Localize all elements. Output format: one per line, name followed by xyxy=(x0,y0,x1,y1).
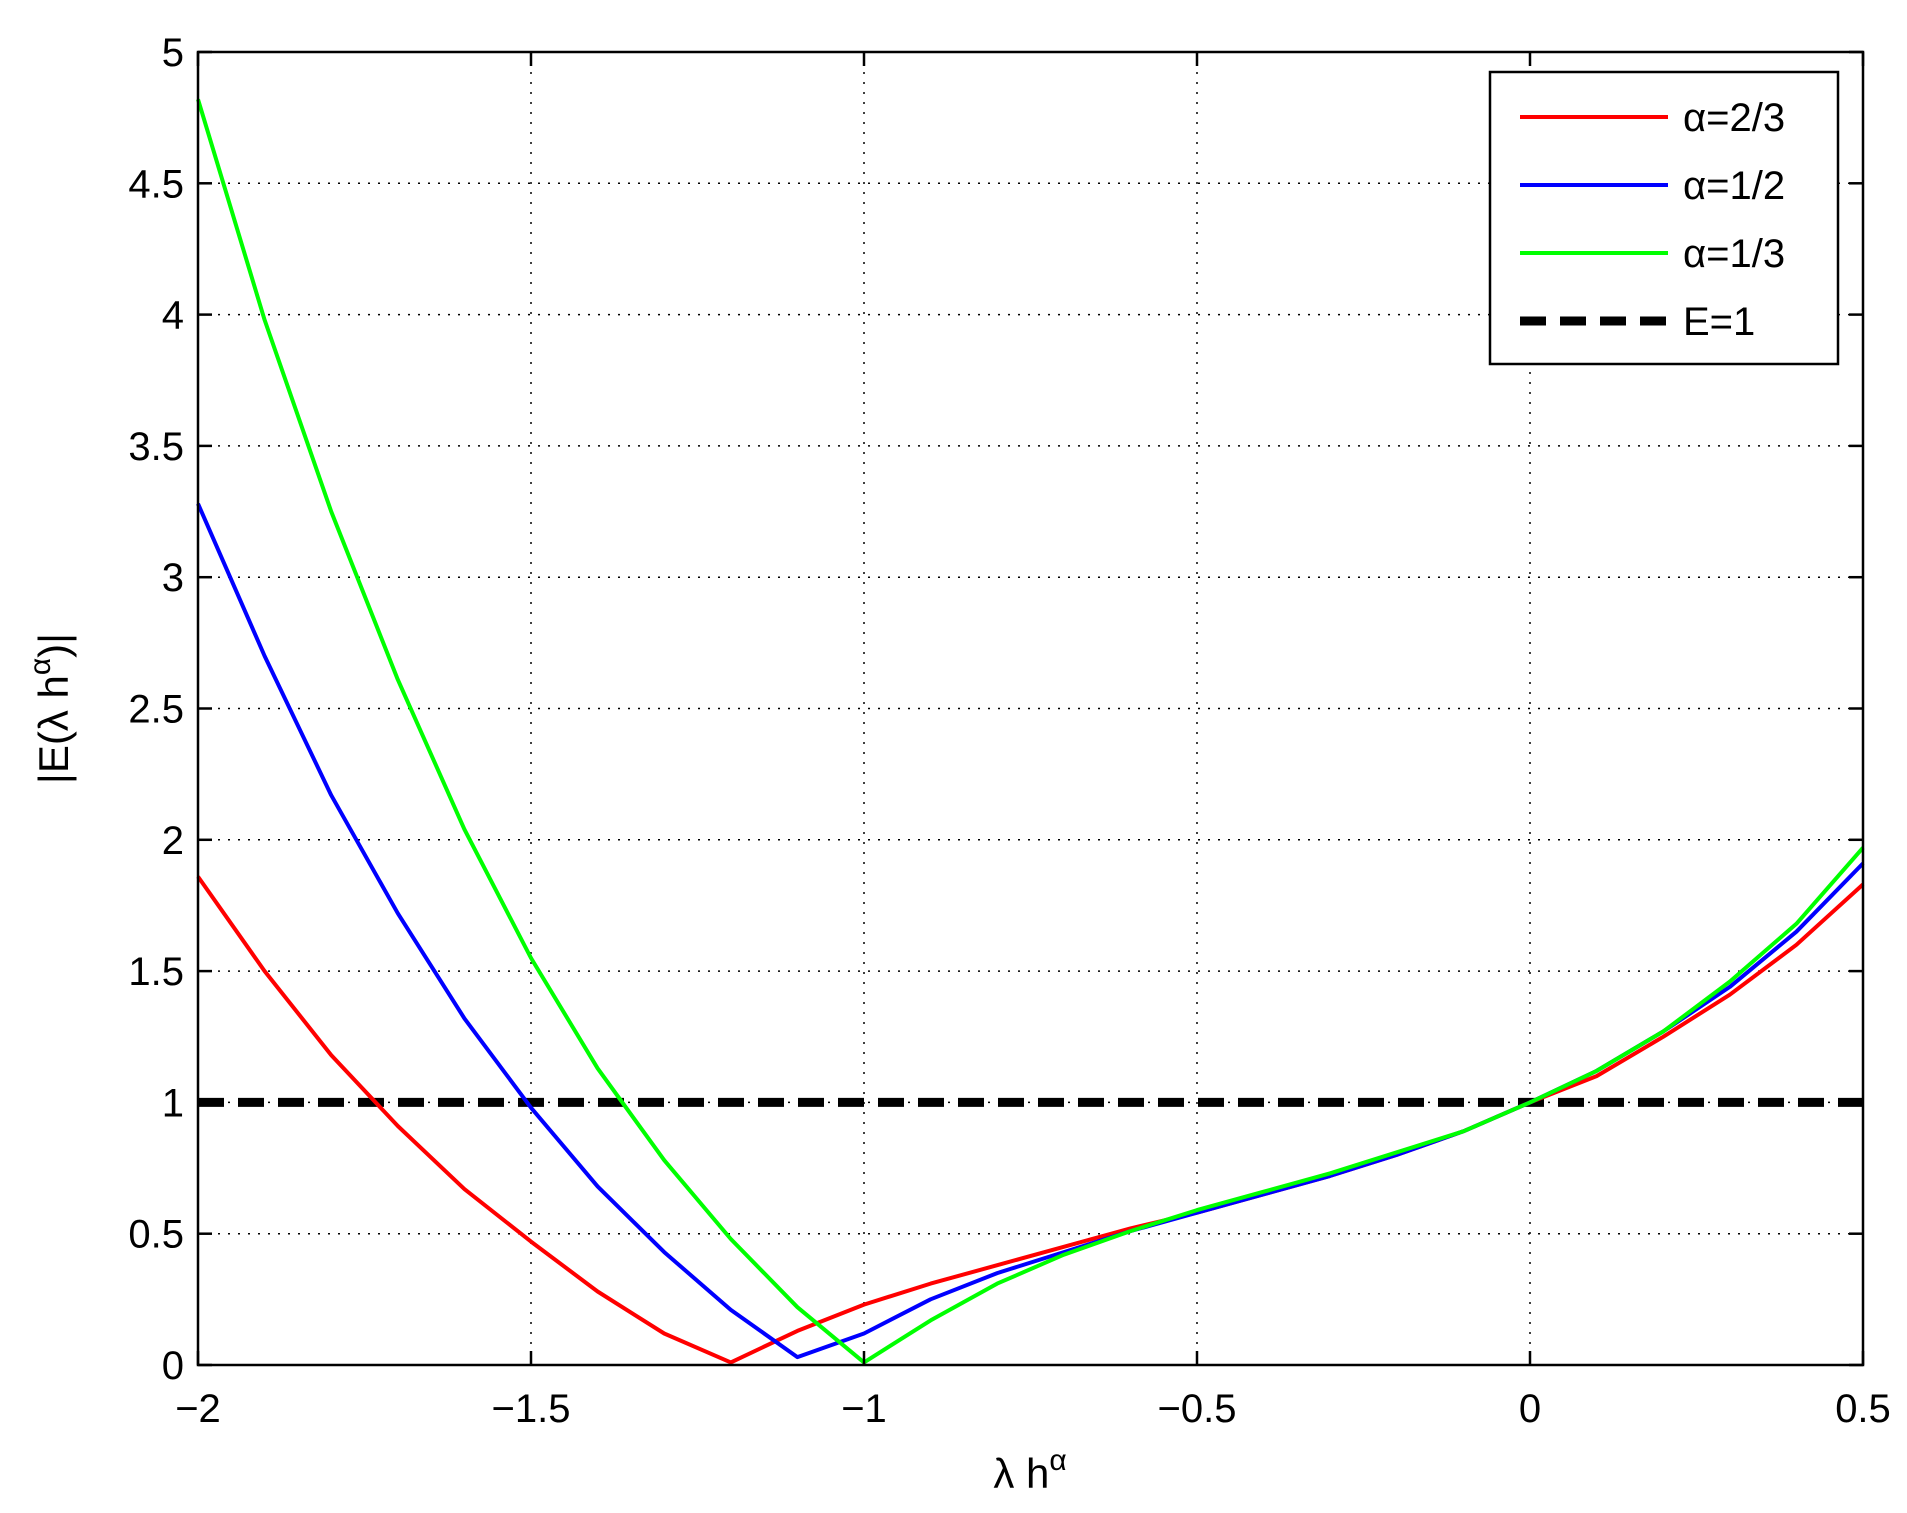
y-tick-label: 4.5 xyxy=(128,162,184,206)
series-line-1 xyxy=(196,502,1865,1360)
x-axis-label-sup: α xyxy=(1049,1444,1066,1477)
ticks xyxy=(196,50,1865,1367)
y-tick-label: 1 xyxy=(162,1081,184,1125)
x-axis-label-main: λ h xyxy=(993,1450,1049,1497)
x-tick-label: −0.5 xyxy=(1158,1387,1237,1431)
y-tick-label: 0 xyxy=(162,1344,184,1388)
y-axis-label-pre: |E(λ h xyxy=(30,675,77,784)
x-tick-label: 0 xyxy=(1519,1387,1541,1431)
y-tick-label: 3.5 xyxy=(128,425,184,469)
y-axis-label: |E(λ hα)| xyxy=(24,633,77,784)
y-tick-label: 2 xyxy=(162,819,184,863)
tick-labels: −2 −1.5 −1 −0.5 0 0.5 0 0.5 1 1.5 2 2.5 3 3.5 4 4.5 5 xyxy=(128,31,1890,1431)
y-tick-label: 1.5 xyxy=(128,950,184,994)
legend-label: α=1/2 xyxy=(1683,164,1785,208)
x-tick-label: −1 xyxy=(841,1387,887,1431)
x-axis-label: λ hα xyxy=(993,1444,1066,1497)
y-tick-label: 4 xyxy=(162,294,184,338)
x-tick-label: 0.5 xyxy=(1835,1387,1891,1431)
series-line-0 xyxy=(196,875,1865,1365)
x-tick-label: −2 xyxy=(175,1387,221,1431)
y-tick-label: 0.5 xyxy=(128,1213,184,1257)
legend: α=2/3 α=1/2 α=1/3 E=1 xyxy=(1488,70,1840,366)
legend-label: E=1 xyxy=(1683,300,1755,344)
legend-box xyxy=(1488,70,1840,366)
x-tick-label: −1.5 xyxy=(492,1387,571,1431)
series-layer xyxy=(196,98,1865,1365)
legend-label: α=2/3 xyxy=(1683,96,1785,140)
y-tick-label: 5 xyxy=(162,31,184,75)
y-axis-label-sup: α xyxy=(24,658,57,675)
y-tick-label: 3 xyxy=(162,556,184,600)
y-tick-label: 2.5 xyxy=(128,688,184,732)
legend-label: α=1/3 xyxy=(1683,232,1785,276)
series-line-2 xyxy=(196,98,1865,1365)
y-axis-label-post: )| xyxy=(30,633,77,658)
